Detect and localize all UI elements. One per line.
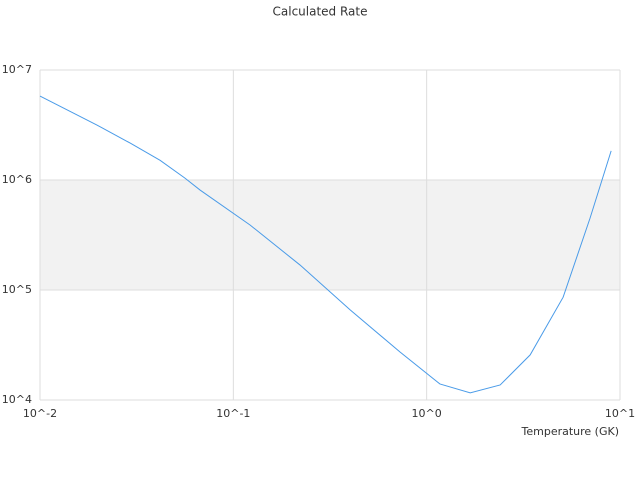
chart-title: Calculated Rate [273, 5, 368, 19]
x-tick-label: 10^-2 [23, 407, 57, 420]
y-tick-label: 10^6 [2, 173, 32, 186]
y-tick-label: 10^7 [2, 63, 32, 76]
x-tick-label: 10^0 [412, 407, 442, 420]
grid-band [40, 180, 620, 290]
x-tick-label: 10^-1 [216, 407, 250, 420]
data-line [39, 95, 612, 394]
y-tick-label: 10^5 [2, 283, 32, 296]
x-tick-label: 10^1 [605, 407, 635, 420]
x-axis-label: Temperature (GK) [521, 425, 620, 438]
y-tick-label: 10^4 [2, 393, 32, 406]
